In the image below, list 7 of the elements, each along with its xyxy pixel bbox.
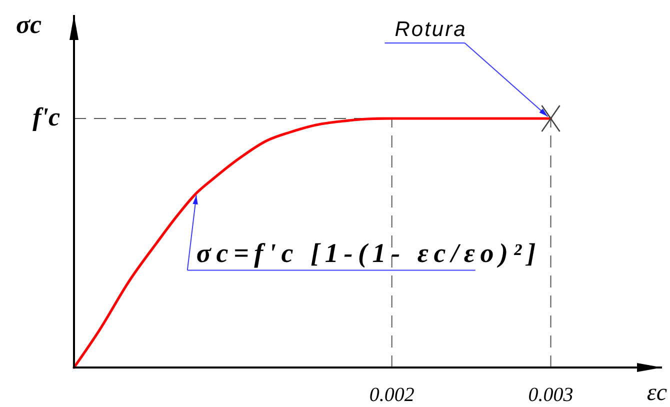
- annotation: σc=f'c [1-(1- εc/εo)²]: [196, 238, 542, 268]
- x-tick-label: 0.002: [369, 384, 414, 406]
- y-axis-title: σc: [16, 10, 42, 39]
- ref-line-label: f'c: [32, 102, 60, 132]
- x-tick-label: 0.003: [528, 384, 574, 406]
- annotation: Rotura: [394, 18, 467, 41]
- x-axis-title: εc: [646, 380, 668, 406]
